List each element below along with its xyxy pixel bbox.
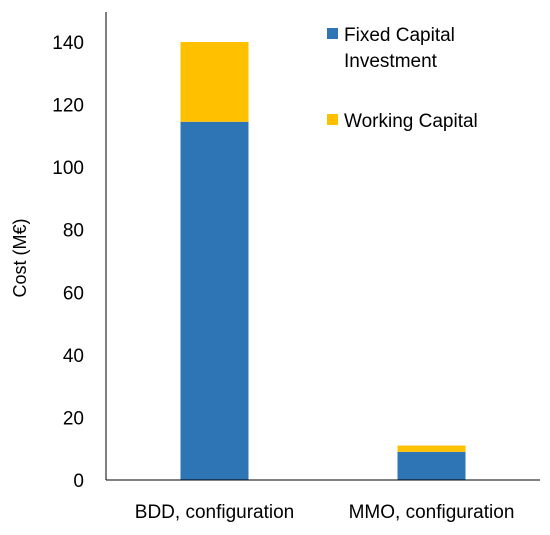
y-tick-label: 60 (63, 283, 84, 304)
bar-segment-working-capital (397, 445, 466, 452)
bars-group (180, 42, 466, 481)
y-tick-label: 0 (73, 471, 84, 492)
bar-segment-working-capital (180, 42, 249, 122)
x-category-label: BDD, configuration (135, 502, 294, 523)
y-tick-label: 80 (63, 221, 84, 242)
y-tick-label: 120 (52, 96, 84, 117)
y-tick-label: 140 (52, 33, 84, 54)
y-tick-label: 100 (52, 158, 84, 179)
y-tick-label: 40 (63, 346, 84, 367)
bar-segment-fixed-capital (180, 121, 249, 481)
legend-label: Investment (344, 51, 438, 72)
bar-segment-fixed-capital (397, 451, 466, 480)
legend-swatch (327, 114, 338, 125)
legend-label: Fixed Capital (344, 25, 455, 46)
legend-label: Working Capital (344, 111, 478, 132)
legend-swatch (327, 28, 338, 39)
y-tick-label: 20 (63, 408, 84, 429)
legend: Fixed Capital Investment Working Capital (327, 25, 478, 132)
y-axis-title: Cost (M€) (10, 218, 30, 297)
x-category-labels: BDD, configuration MMO, configuration (135, 502, 515, 523)
y-tick-labels: 0 20 40 60 80 100 120 140 (52, 33, 84, 492)
x-category-label: MMO, configuration (349, 502, 515, 523)
